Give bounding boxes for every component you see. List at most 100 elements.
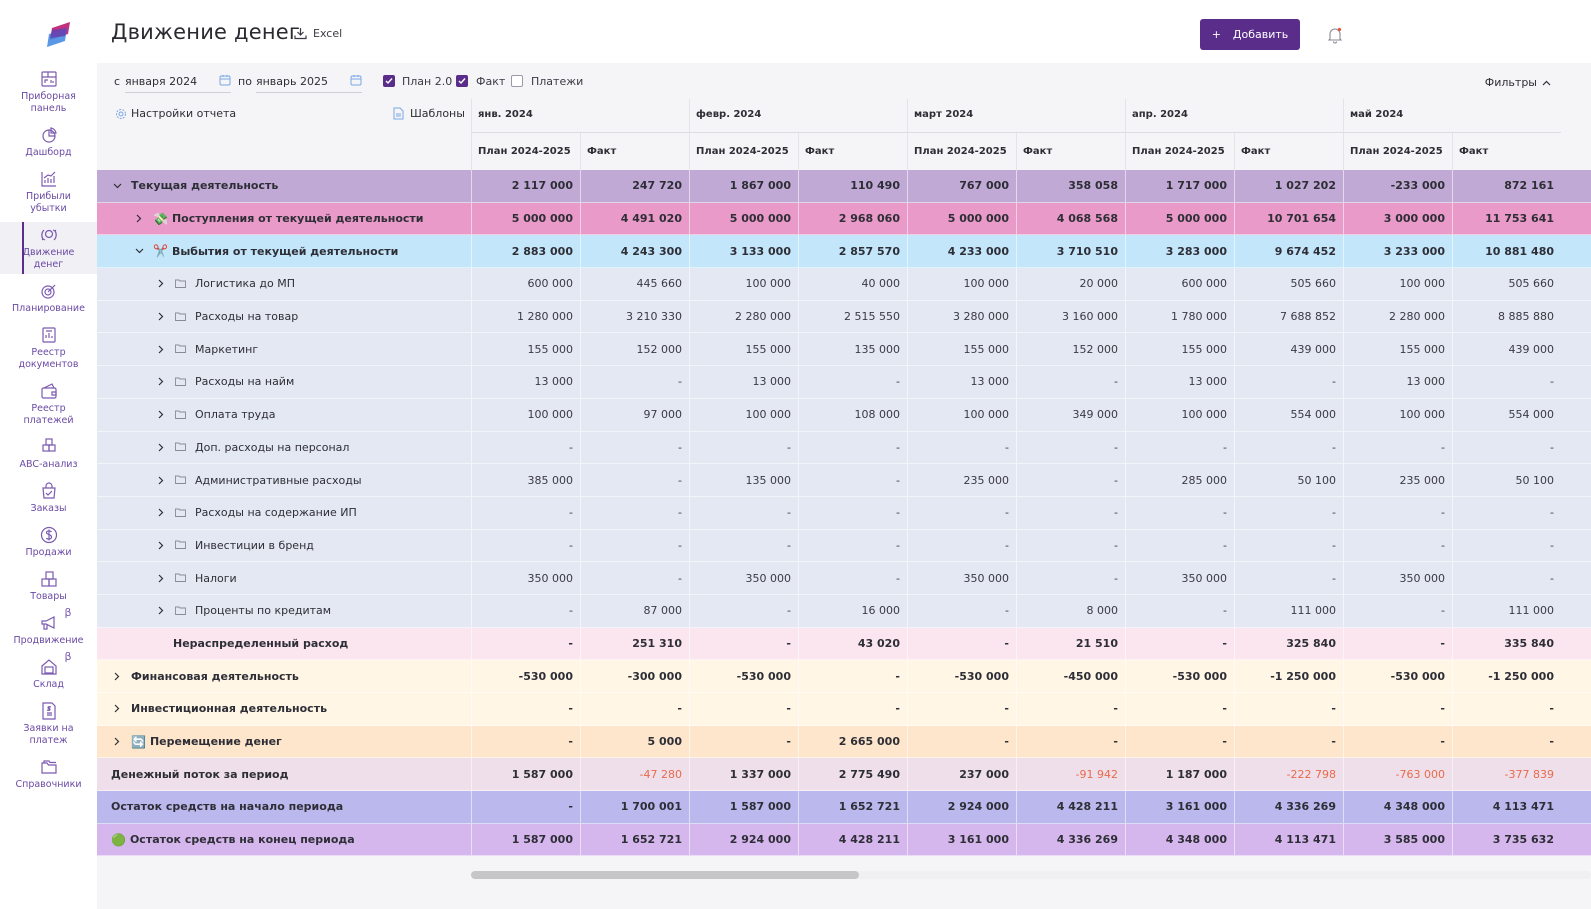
plan-value-cell[interactable]: -530 000 bbox=[471, 660, 580, 692]
plan-value-cell[interactable]: - bbox=[1125, 693, 1234, 725]
chevron-right-icon[interactable] bbox=[155, 311, 167, 323]
chevron-right-icon[interactable] bbox=[111, 703, 123, 715]
fact-value-cell[interactable]: 152 000 bbox=[1016, 333, 1125, 366]
chevron-right-icon[interactable] bbox=[155, 605, 167, 617]
chevron-right-icon[interactable] bbox=[155, 376, 167, 388]
fact-value-cell[interactable]: 10 881 480 bbox=[1452, 235, 1561, 268]
fact-value-cell[interactable]: -377 839 bbox=[1452, 758, 1561, 791]
fact-value-cell[interactable]: -91 942 bbox=[1016, 758, 1125, 791]
plan-value-cell[interactable]: 100 000 bbox=[471, 398, 580, 431]
horizontal-scrollbar[interactable] bbox=[471, 871, 1591, 879]
plan-column-header[interactable]: План 2024-2025 bbox=[907, 133, 1016, 170]
plan-value-cell[interactable]: 5 000 000 bbox=[907, 202, 1016, 235]
fact-value-cell[interactable]: - bbox=[580, 496, 689, 529]
chevron-right-icon[interactable] bbox=[155, 539, 167, 551]
fact-value-cell[interactable]: - bbox=[580, 562, 689, 594]
fact-value-cell[interactable]: - bbox=[1452, 562, 1561, 594]
fact-value-cell[interactable]: - bbox=[1452, 431, 1561, 464]
table-row[interactable]: Инвестиции в бренд - - - - - - - - - - bbox=[97, 529, 1591, 563]
fact-value-cell[interactable]: - bbox=[798, 464, 907, 496]
fact-value-cell[interactable]: 21 510 bbox=[1016, 627, 1125, 660]
fact-value-cell[interactable]: 1 027 202 bbox=[1234, 170, 1343, 202]
plan-value-cell[interactable]: 100 000 bbox=[689, 398, 798, 431]
fact-value-cell[interactable]: -222 798 bbox=[1234, 758, 1343, 791]
fact-value-cell[interactable]: 4 491 020 bbox=[580, 202, 689, 235]
fact-value-cell[interactable]: 4 336 269 bbox=[1016, 823, 1125, 856]
fact-value-cell[interactable]: - bbox=[798, 693, 907, 725]
plan-value-cell[interactable]: -763 000 bbox=[1343, 758, 1452, 791]
plan-value-cell[interactable]: 3 280 000 bbox=[907, 300, 1016, 333]
report-settings-button[interactable]: Настройки отчета bbox=[115, 107, 236, 120]
plan-value-cell[interactable]: 1 867 000 bbox=[689, 170, 798, 202]
table-row[interactable]: Финансовая деятельность -530 000 -300 000-… bbox=[97, 660, 1591, 693]
fact-value-cell[interactable]: 3 160 000 bbox=[1016, 300, 1125, 333]
plan-value-cell[interactable]: 2 117 000 bbox=[471, 170, 580, 202]
fact-value-cell[interactable]: 110 490 bbox=[798, 170, 907, 202]
fact-value-cell[interactable]: - bbox=[1234, 562, 1343, 594]
fact-value-cell[interactable]: 445 660 bbox=[580, 268, 689, 300]
chevron-right-icon[interactable] bbox=[155, 409, 167, 421]
fact-value-cell[interactable]: 3 710 510 bbox=[1016, 235, 1125, 268]
table-row[interactable]: Логистика до МП 600 000 445 660 100 000 40 0… bbox=[97, 268, 1591, 301]
fact-value-cell[interactable]: 4 428 211 bbox=[1016, 791, 1125, 823]
plan-value-cell[interactable]: 100 000 bbox=[907, 268, 1016, 300]
fact-value-cell[interactable]: - bbox=[1234, 366, 1343, 398]
fact-value-cell[interactable]: 87 000 bbox=[580, 594, 689, 627]
chevron-right-icon[interactable] bbox=[155, 441, 167, 453]
fact-value-cell[interactable]: 505 660 bbox=[1452, 268, 1561, 300]
fact-value-cell[interactable]: -47 280 bbox=[580, 758, 689, 791]
fact-value-cell[interactable]: 108 000 bbox=[798, 398, 907, 431]
fact-value-cell[interactable]: - bbox=[1452, 529, 1561, 562]
plan-value-cell[interactable]: 350 000 bbox=[689, 562, 798, 594]
plan-value-cell[interactable]: 350 000 bbox=[907, 562, 1016, 594]
fact-value-cell[interactable]: 10 701 654 bbox=[1234, 202, 1343, 235]
fact-value-cell[interactable]: -1 250 000 bbox=[1452, 660, 1561, 692]
fact-value-cell[interactable]: 9 674 452 bbox=[1234, 235, 1343, 268]
plan-value-cell[interactable]: -530 000 bbox=[907, 660, 1016, 692]
fact-value-cell[interactable]: 7 688 852 bbox=[1234, 300, 1343, 333]
fact-value-cell[interactable]: 349 000 bbox=[1016, 398, 1125, 431]
fact-value-cell[interactable]: 111 000 bbox=[1234, 594, 1343, 627]
fact-value-cell[interactable]: 4 068 568 bbox=[1016, 202, 1125, 235]
plan-value-cell[interactable]: 600 000 bbox=[1125, 268, 1234, 300]
plan-value-cell[interactable]: - bbox=[471, 693, 580, 725]
fact-value-cell[interactable]: - bbox=[1016, 693, 1125, 725]
plan-value-cell[interactable]: 3 161 000 bbox=[907, 823, 1016, 856]
table-row[interactable]: Расходы на найм 13 000-13 000-13 000-13 0… bbox=[97, 366, 1591, 399]
fact-value-cell[interactable]: 50 100 bbox=[1452, 464, 1561, 496]
sidebar-item-10[interactable]: Товары bbox=[0, 566, 97, 606]
plan-value-cell[interactable]: - bbox=[1125, 594, 1234, 627]
fact-value-cell[interactable]: - bbox=[798, 496, 907, 529]
plan-value-cell[interactable]: 13 000 bbox=[471, 366, 580, 398]
fact-value-cell[interactable]: - bbox=[580, 529, 689, 562]
table-row[interactable]: Налоги 350 000-350 000-350 000-350 000-35… bbox=[97, 562, 1591, 595]
plan-value-cell[interactable]: - bbox=[689, 496, 798, 529]
plan-value-cell[interactable]: -233 000 bbox=[1343, 170, 1452, 202]
fact-value-cell[interactable]: 135 000 bbox=[798, 333, 907, 366]
sidebar-item-8[interactable]: Заказы bbox=[0, 478, 97, 518]
plan-value-cell[interactable]: 100 000 bbox=[1343, 268, 1452, 300]
sidebar-item-1[interactable]: Дашборд bbox=[0, 122, 97, 162]
plan-value-cell[interactable]: 237 000 bbox=[907, 758, 1016, 791]
fact-value-cell[interactable]: - bbox=[1016, 464, 1125, 496]
fact-value-cell[interactable]: 335 840 bbox=[1452, 627, 1561, 660]
fact-checkbox[interactable] bbox=[456, 75, 468, 87]
fact-value-cell[interactable]: 4 428 211 bbox=[798, 823, 907, 856]
fact-value-cell[interactable]: - bbox=[798, 431, 907, 464]
export-excel-button[interactable]: Excel bbox=[294, 27, 342, 40]
plan-value-cell[interactable]: 13 000 bbox=[1343, 366, 1452, 398]
fact-value-cell[interactable]: - bbox=[1452, 496, 1561, 529]
plan-value-cell[interactable]: - bbox=[689, 529, 798, 562]
plan-value-cell[interactable]: 4 233 000 bbox=[907, 235, 1016, 268]
plan-value-cell[interactable]: 155 000 bbox=[1343, 333, 1452, 366]
plan-value-cell[interactable]: - bbox=[471, 594, 580, 627]
fact-value-cell[interactable]: 251 310 bbox=[580, 627, 689, 660]
fact-value-cell[interactable]: 3 735 632 bbox=[1452, 823, 1561, 856]
fact-value-cell[interactable]: 43 020 bbox=[798, 627, 907, 660]
chevron-right-icon[interactable] bbox=[111, 670, 123, 682]
fact-value-cell[interactable]: 1 700 001 bbox=[580, 791, 689, 823]
table-row[interactable]: 🔄 Перемещение денег -5 000-2 665 000- - - - - - bbox=[97, 725, 1591, 759]
plan-value-cell[interactable]: - bbox=[1125, 725, 1234, 758]
fact-column-header[interactable]: Факт bbox=[1234, 133, 1343, 170]
plan-value-cell[interactable]: 2 280 000 bbox=[1343, 300, 1452, 333]
